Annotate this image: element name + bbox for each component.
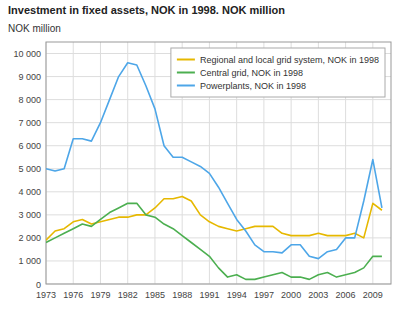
series-line bbox=[46, 203, 382, 279]
plot-frame bbox=[46, 42, 391, 284]
y-grid-line bbox=[46, 99, 391, 100]
x-tick-label: 1973 bbox=[36, 290, 56, 300]
legend-label: Central grid, NOK in 1998 bbox=[200, 68, 303, 78]
y-tick-label: 5 000 bbox=[18, 164, 41, 174]
y-grid-line bbox=[46, 214, 391, 215]
x-grid-line bbox=[100, 42, 101, 284]
y-tick-label: 7 000 bbox=[18, 118, 41, 128]
grid bbox=[46, 42, 391, 284]
y-tick-label: 4 000 bbox=[18, 187, 41, 197]
legend-swatch bbox=[177, 59, 195, 61]
x-tick-label: 2009 bbox=[363, 290, 383, 300]
y-grid-line bbox=[46, 122, 391, 123]
legend: Regional and local grid system, NOK in 1… bbox=[171, 48, 385, 97]
y-tick-label: 6 000 bbox=[18, 141, 41, 151]
legend-label: Powerplants, NOK in 1998 bbox=[200, 81, 306, 91]
y-grid-line bbox=[46, 237, 391, 238]
y-tick-label: 1 000 bbox=[18, 256, 41, 266]
x-grid-line bbox=[154, 42, 155, 284]
x-tick-label: 1985 bbox=[145, 290, 165, 300]
x-tick-label: 1982 bbox=[118, 290, 138, 300]
x-tick-label: 2006 bbox=[336, 290, 356, 300]
y-tick-label: 0 bbox=[36, 280, 41, 290]
y-axis-label: NOK million bbox=[8, 23, 61, 34]
x-grid-line bbox=[73, 42, 74, 284]
y-tick-label: 10 000 bbox=[13, 49, 41, 59]
legend-box bbox=[171, 48, 385, 97]
y-tick-label: 8 000 bbox=[18, 95, 41, 105]
x-tick-label: 2000 bbox=[281, 290, 301, 300]
y-grid-line bbox=[46, 260, 391, 261]
x-tick-label: 1997 bbox=[254, 290, 274, 300]
x-tick-label: 1991 bbox=[199, 290, 219, 300]
series-line bbox=[46, 196, 382, 240]
y-grid-line bbox=[46, 145, 391, 146]
chart: Investment in fixed assets, NOK in 1998.… bbox=[0, 0, 401, 310]
x-tick-label: 1988 bbox=[172, 290, 192, 300]
legend-swatch bbox=[177, 85, 195, 87]
y-tick-label: 9 000 bbox=[18, 72, 41, 82]
y-tick-label: 2 000 bbox=[18, 233, 41, 243]
legend-swatch bbox=[177, 72, 195, 74]
legend-label: Regional and local grid system, NOK in 1… bbox=[200, 55, 379, 65]
y-grid-line bbox=[46, 168, 391, 169]
x-tick-label: 1994 bbox=[227, 290, 247, 300]
y-tick-label: 3 000 bbox=[18, 210, 41, 220]
x-tick-label: 1976 bbox=[63, 290, 83, 300]
x-tick-label: 1979 bbox=[90, 290, 110, 300]
y-grid-line bbox=[46, 191, 391, 192]
title: Investment in fixed assets, NOK in 1998.… bbox=[8, 4, 285, 16]
x-grid-line bbox=[127, 42, 128, 284]
x-tick-label: 2003 bbox=[308, 290, 328, 300]
